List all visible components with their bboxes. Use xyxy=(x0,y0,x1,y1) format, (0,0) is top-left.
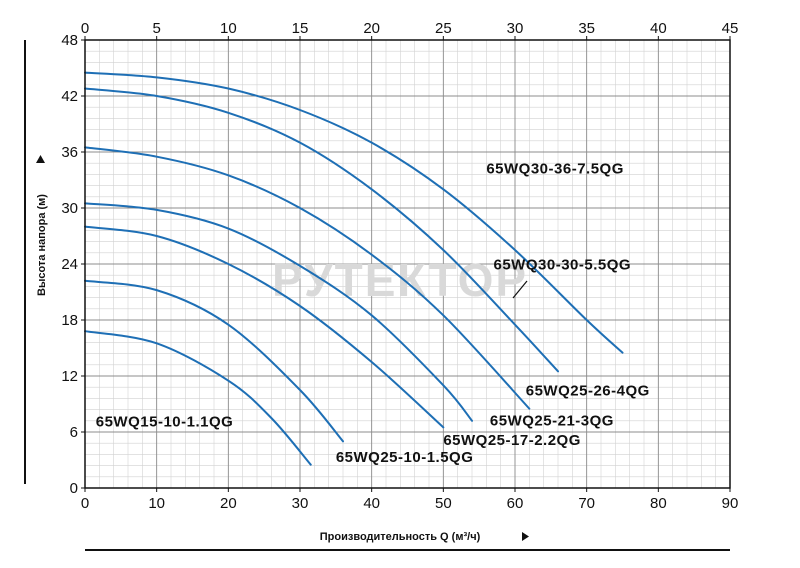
curve-65wq25-17-2-2qg xyxy=(84,225,445,429)
y-tick-label: 36 xyxy=(61,144,78,161)
x2-tick-label: 40 xyxy=(650,20,667,37)
y-tick-label: 30 xyxy=(61,200,78,217)
curve-label: 65WQ25-17-2.2QG xyxy=(443,432,581,449)
x2-tick-label: 10 xyxy=(220,20,237,37)
x-tick-label: 60 xyxy=(507,495,524,512)
y-tick-label: 18 xyxy=(61,312,78,329)
y-tick-label: 6 xyxy=(70,424,78,441)
x-tick-label: 50 xyxy=(435,495,452,512)
x2-axis-ticks: 0 5 10 15 20 25 30 35 40 45 xyxy=(81,20,739,40)
x2-tick-label: 15 xyxy=(292,20,309,37)
x-tick-label: 40 xyxy=(363,495,380,512)
y-tick-label: 12 xyxy=(61,368,78,385)
x2-tick-label: 0 xyxy=(81,20,89,37)
curve-label: 65WQ25-10-1.5QG xyxy=(336,449,474,466)
curve-label: 65WQ30-30-5.5QG xyxy=(494,257,632,274)
x-axis-ticks: 0 10 20 30 40 50 60 70 80 90 xyxy=(81,488,739,512)
x-tick-label: 80 xyxy=(650,495,667,512)
y-axis-arrow-icon xyxy=(36,155,45,163)
pump-curves xyxy=(84,71,624,466)
curve-65wq30-36-7-5qg xyxy=(84,71,624,354)
curve-65wq15-10-1-1qg xyxy=(84,330,312,466)
x-axis-title: Производительность Q (м³/ч) xyxy=(320,531,481,543)
x2-tick-label: 20 xyxy=(363,20,380,37)
y-tick-label: 42 xyxy=(61,88,78,105)
y-axis-title: Высота напора (м) xyxy=(36,194,48,296)
x-tick-label: 30 xyxy=(292,495,309,512)
x2-tick-label: 5 xyxy=(152,20,160,37)
y-tick-label: 0 xyxy=(70,480,78,497)
curve-65wq25-26-4qg xyxy=(84,146,531,410)
y-axis-ticks: 0 6 12 18 24 30 36 42 48 xyxy=(61,32,85,497)
x-tick-label: 10 xyxy=(148,495,165,512)
label-leader-line xyxy=(512,280,528,299)
watermark: РУТЕКТОР xyxy=(272,254,528,306)
x-axis-arrow-icon xyxy=(522,532,529,541)
x-tick-label: 20 xyxy=(220,495,237,512)
x2-tick-label: 30 xyxy=(507,20,524,37)
curve-label: 65WQ30-36-7.5QG xyxy=(486,160,624,177)
x-tick-label: 70 xyxy=(578,495,595,512)
x2-tick-label: 45 xyxy=(722,20,739,37)
x-tick-label: 0 xyxy=(81,495,89,512)
curve-label: 65WQ25-26-4QG xyxy=(526,383,650,400)
y-tick-label: 48 xyxy=(61,32,78,49)
x-tick-label: 90 xyxy=(722,495,739,512)
y-tick-label: 24 xyxy=(61,256,78,273)
x2-tick-label: 25 xyxy=(435,20,452,37)
curve-65wq25-21-3qg xyxy=(84,202,473,422)
curve-65wq30-30-5-5qg xyxy=(84,87,559,373)
curve-label: 65WQ25-21-3QG xyxy=(490,412,614,429)
curve-labels: 65WQ15-10-1.1QG 65WQ25-10-1.5QG65WQ25-17-… xyxy=(96,160,650,465)
curve-65wq25-10-1-5qg xyxy=(84,279,344,443)
curve-label: 65WQ15-10-1.1QG xyxy=(96,413,234,430)
x2-tick-label: 35 xyxy=(578,20,595,37)
